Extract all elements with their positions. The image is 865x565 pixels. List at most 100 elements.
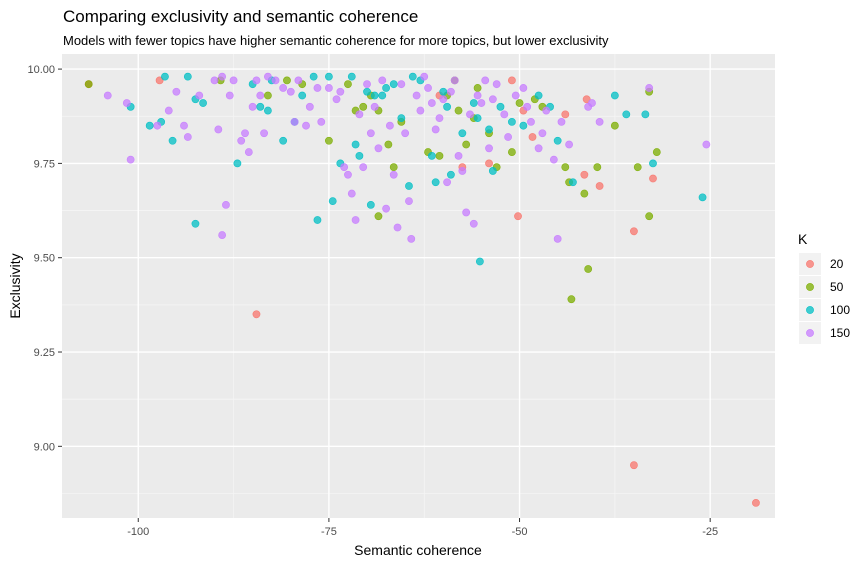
data-point-k50 [263, 91, 272, 100]
data-point-k150 [500, 110, 509, 119]
data-point-k150 [347, 189, 356, 198]
chart-title: Comparing exclusivity and semantic coher… [63, 7, 418, 26]
data-point-k100 [496, 102, 505, 111]
x-tick-label: -25 [702, 526, 718, 538]
data-point-k150 [420, 72, 429, 81]
data-point-k50 [435, 151, 444, 160]
data-point-k50 [652, 148, 661, 156]
data-point-k150 [565, 140, 574, 149]
data-point-k100 [610, 91, 619, 100]
data-point-k20 [508, 76, 516, 85]
data-point-k150 [427, 99, 436, 107]
data-point-k50 [584, 265, 593, 273]
data-point-k150 [363, 80, 371, 89]
data-point-k50 [462, 140, 471, 149]
legend-title: K [798, 231, 808, 247]
data-point-k100 [485, 125, 493, 134]
data-point-k150 [305, 102, 314, 111]
data-point-k150 [401, 129, 410, 138]
data-point-k100 [641, 110, 650, 119]
data-point-k150 [172, 87, 181, 96]
x-axis-ticks: -100 -75 -50 -25 [127, 518, 718, 538]
data-point-k150 [237, 136, 246, 145]
data-point-k100 [351, 140, 360, 149]
data-point-k50 [610, 121, 619, 130]
y-tick-label: 9.50 [34, 253, 55, 265]
data-point-k50 [283, 76, 291, 85]
data-point-k150 [378, 76, 387, 85]
data-point-k150 [370, 102, 379, 111]
data-point-k100 [168, 136, 177, 145]
data-point-k100 [199, 99, 207, 107]
data-point-k100 [279, 136, 288, 145]
data-point-k50 [324, 136, 333, 145]
data-point-k150 [340, 163, 349, 172]
y-axis-ticks: 9.00 9.25 9.50 9.75 10.00 [27, 64, 62, 453]
data-point-k100 [347, 72, 356, 81]
data-point-k150 [336, 87, 345, 96]
data-point-k100 [508, 118, 516, 126]
data-point-k150 [183, 133, 192, 141]
data-point-k150 [450, 76, 459, 85]
data-point-k150 [416, 106, 425, 115]
data-point-k150 [279, 84, 288, 92]
data-point-k150 [405, 197, 413, 206]
data-point-k150 [260, 129, 268, 138]
data-point-k150 [126, 155, 135, 164]
data-point-k150 [439, 95, 448, 104]
data-point-k50 [374, 212, 383, 221]
data-point-k100 [475, 257, 484, 266]
data-point-k150 [469, 219, 478, 228]
data-point-k150 [344, 170, 352, 179]
data-point-k150 [702, 140, 711, 149]
data-point-k150 [164, 106, 173, 115]
data-point-k150 [389, 170, 398, 179]
legend-key-k100 [806, 306, 814, 314]
data-point-k150 [407, 234, 416, 243]
data-point-k50 [561, 163, 570, 172]
data-point-k150 [122, 99, 131, 107]
data-point-k150 [271, 76, 280, 85]
x-tick-label: -100 [127, 526, 149, 538]
data-point-k100 [191, 219, 200, 228]
data-point-k150 [595, 118, 604, 126]
data-point-k150 [431, 125, 440, 134]
y-tick-label: 10.00 [27, 64, 55, 76]
x-tick-label: -75 [321, 526, 337, 538]
data-point-k100 [622, 110, 631, 119]
data-point-k100 [382, 84, 390, 92]
data-point-k50 [567, 295, 576, 304]
data-point-k20 [752, 499, 760, 507]
legend-label-k150: 150 [830, 326, 850, 340]
data-point-k100 [363, 87, 371, 96]
data-point-k150 [244, 148, 253, 156]
data-point-k150 [225, 91, 234, 100]
data-point-k150 [645, 84, 654, 92]
data-point-k150 [241, 129, 249, 138]
data-point-k150 [393, 223, 402, 232]
data-point-k150 [332, 95, 341, 104]
data-point-k150 [229, 76, 238, 85]
data-point-k100 [473, 114, 482, 123]
data-point-k50 [593, 163, 602, 172]
data-point-k50 [633, 163, 642, 172]
data-point-k150 [286, 87, 295, 96]
data-point-k20 [649, 174, 657, 183]
data-point-k150 [195, 91, 204, 100]
y-tick-label: 9.75 [34, 158, 55, 170]
data-point-k100 [427, 151, 436, 160]
plot-panel [62, 54, 775, 518]
data-point-k20 [580, 170, 589, 179]
data-point-k100 [488, 167, 497, 175]
data-point-k50 [580, 189, 589, 198]
data-point-k100 [389, 80, 398, 89]
data-point-k100 [569, 178, 577, 187]
data-point-k150 [294, 76, 303, 85]
data-point-k150 [477, 99, 486, 107]
data-point-k100 [447, 170, 455, 179]
legend-key-k20 [806, 260, 814, 268]
data-point-k150 [504, 133, 513, 141]
data-point-k50 [645, 212, 654, 221]
data-point-k100 [443, 102, 451, 111]
data-point-k100 [553, 136, 562, 145]
